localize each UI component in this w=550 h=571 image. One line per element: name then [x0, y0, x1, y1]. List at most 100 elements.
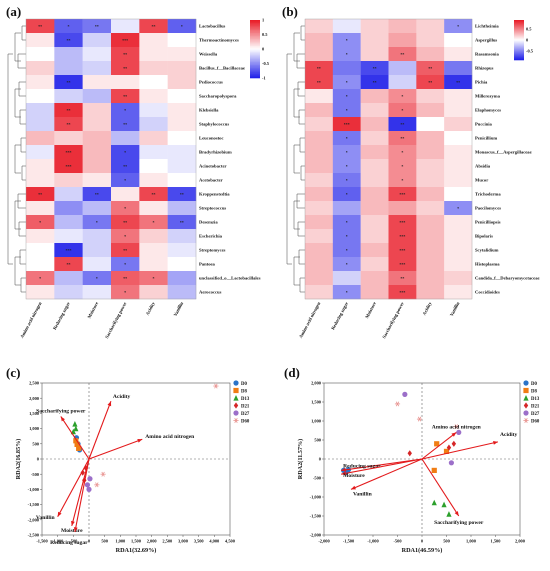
x-tick-label: 4,000	[209, 539, 220, 544]
column-label: Acidity	[145, 301, 156, 317]
heatmap-cell	[111, 159, 140, 174]
colorbar-swatch	[514, 58, 524, 60]
colorbar-swatch	[514, 46, 524, 48]
heatmap-cell	[26, 271, 55, 286]
significance-mark: *	[346, 136, 348, 141]
heatmap-cell	[360, 103, 389, 118]
significance-mark: **	[123, 164, 127, 169]
significance-mark: *	[346, 220, 348, 225]
colorbar-swatch	[514, 25, 524, 27]
heatmap-cell	[54, 187, 83, 202]
legend-entry: D60	[241, 419, 250, 424]
row-label: Bradyrhizobium	[199, 150, 232, 155]
sample-point	[84, 482, 91, 488]
sample-point	[416, 416, 423, 422]
significance-mark: *	[153, 276, 155, 281]
heatmap-cell	[360, 173, 389, 188]
significance-mark: *	[346, 164, 348, 169]
colorbar-swatch	[250, 54, 260, 57]
heatmap-cell	[332, 159, 361, 174]
colorbar-swatch	[250, 41, 260, 44]
heatmap-cell	[444, 271, 473, 286]
legend-entry: D27	[241, 412, 250, 417]
sample-point	[431, 467, 437, 473]
vector-arrowhead	[341, 467, 346, 472]
significance-mark: **	[67, 38, 71, 43]
heatmap-cell	[26, 89, 55, 104]
heatmap-cell	[82, 159, 112, 174]
heatmap-cell	[360, 243, 389, 258]
vector-arrowhead	[493, 441, 498, 445]
colorbar-swatch	[514, 37, 524, 39]
vector-arrowhead	[454, 511, 459, 516]
column-label: Reducing sugar	[330, 301, 349, 331]
colorbar-swatch	[250, 73, 260, 76]
heatmap-cell	[360, 229, 389, 244]
heatmap-cell	[305, 75, 334, 90]
x-tick-label: 500	[101, 539, 108, 544]
colorbar-swatch	[250, 72, 260, 74]
significance-mark: **	[67, 80, 71, 85]
significance-mark: **	[400, 136, 404, 141]
heatmap-cell	[26, 75, 55, 90]
significance-mark: *	[346, 108, 348, 113]
significance-mark: **	[317, 66, 321, 71]
vector-arrowhead	[341, 471, 347, 476]
heatmap-cell	[360, 47, 389, 62]
significance-mark: *	[401, 94, 403, 99]
row-label: Aspergillus	[475, 38, 497, 43]
colorbar-swatch	[514, 38, 524, 40]
heatmap-cell	[139, 117, 168, 132]
row-label: Paecilomyces	[475, 206, 501, 211]
heatmap-cell	[111, 173, 140, 188]
heatmap-cell	[82, 19, 112, 34]
vector-label: Saccharifying power	[36, 408, 86, 414]
column-label: Moisture	[364, 301, 377, 319]
heatmap-cell	[416, 257, 445, 272]
heatmap-cell	[305, 271, 334, 286]
colorbar-swatch	[250, 28, 260, 31]
environmental-vector	[74, 458, 90, 533]
heatmap-cell	[82, 33, 112, 48]
heatmap-cell	[139, 215, 168, 230]
row-label: Klebsiella	[199, 108, 219, 113]
colorbar-swatch	[514, 32, 524, 34]
heatmap-cell	[416, 117, 445, 132]
colorbar-swatch	[514, 22, 524, 24]
heatmap-cell	[111, 229, 140, 244]
vector-label: Vanillin	[36, 515, 56, 521]
heatmap-cell	[388, 159, 417, 174]
colorbar-swatch	[514, 43, 524, 45]
heatmap-cell	[26, 19, 55, 34]
colorbar-swatch	[514, 47, 524, 49]
heatmap-cell	[82, 61, 112, 76]
row-label: Coccidioides	[475, 290, 500, 295]
heatmap-cell	[444, 187, 473, 202]
heatmap-cell	[416, 33, 445, 48]
legend-entry: D60	[531, 419, 540, 424]
heatmap-cell	[305, 33, 334, 48]
y-tick-label: -500	[31, 472, 40, 477]
heatmap-cell	[139, 145, 168, 160]
heatmap-cell	[332, 89, 361, 104]
sample-point	[86, 486, 92, 492]
colorbar-swatch	[250, 21, 260, 24]
significance-mark: *	[124, 290, 126, 295]
significance-mark: *	[181, 24, 183, 29]
heatmap-cell	[54, 271, 83, 286]
y-tick-label: 2,500	[29, 381, 40, 386]
colorbar-tick: -0.5	[262, 61, 270, 66]
heatmap-cell	[360, 33, 389, 48]
vector-label: Reducing sugar	[50, 540, 88, 546]
asterisk-stroke	[454, 424, 458, 430]
heatmap-cell	[82, 75, 112, 90]
row-label: Pantoea	[199, 262, 216, 267]
sample-point	[233, 418, 239, 423]
heatmap-cell	[388, 103, 417, 118]
significance-mark: *	[96, 276, 98, 281]
y-axis-label: RDA2(16.85%)	[15, 439, 22, 480]
colorbar-swatch	[514, 30, 524, 32]
heatmap-cell	[416, 243, 445, 258]
heatmap-cell	[388, 145, 417, 160]
heatmap-cell	[332, 61, 361, 76]
